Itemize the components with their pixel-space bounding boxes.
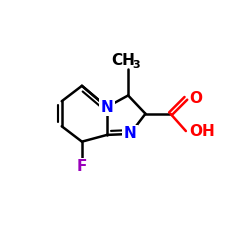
Text: CH: CH [112, 52, 135, 68]
Text: O: O [189, 91, 202, 106]
Text: OH: OH [189, 124, 215, 138]
Text: N: N [100, 100, 113, 114]
Text: 3: 3 [132, 60, 140, 70]
Text: F: F [77, 159, 87, 174]
Text: N: N [124, 126, 136, 142]
